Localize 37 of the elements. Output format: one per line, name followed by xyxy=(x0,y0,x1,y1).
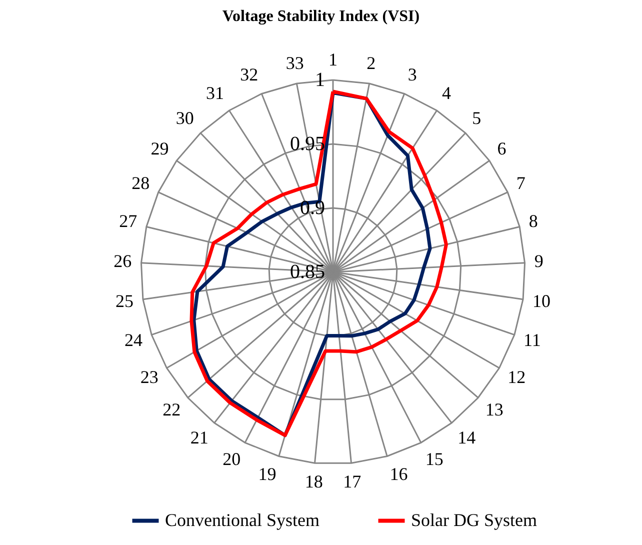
spoke-label: 27 xyxy=(119,211,138,232)
spoke-label: 28 xyxy=(132,173,150,194)
spoke-label: 20 xyxy=(222,449,241,470)
spoke-label: 12 xyxy=(508,366,526,387)
spoke-label: 22 xyxy=(162,400,181,420)
chart-title: Voltage Stability Index (VSI) xyxy=(222,8,420,25)
spoke-label: 2 xyxy=(366,53,376,74)
spoke-label: 23 xyxy=(140,366,158,387)
y-tick-label: 0.9 xyxy=(300,197,325,219)
spoke-label: 16 xyxy=(390,464,408,484)
spoke-label: 8 xyxy=(528,211,538,232)
spoke-label: 19 xyxy=(258,464,276,484)
spoke-label: 21 xyxy=(190,427,208,448)
spoke-label: 10 xyxy=(532,291,551,312)
spoke-label: 33 xyxy=(286,53,304,74)
spoke-label: 5 xyxy=(472,108,482,128)
y-tick-label: 0.85 xyxy=(290,261,325,283)
spoke-label: 25 xyxy=(115,291,134,312)
spoke-label: 17 xyxy=(343,472,362,492)
spoke-label: 15 xyxy=(425,449,444,470)
spoke-label: 30 xyxy=(176,108,194,128)
spoke-label: 32 xyxy=(240,64,258,85)
legend-label: Solar DG System xyxy=(411,510,537,530)
spoke-label: 4 xyxy=(442,82,451,103)
spoke-label: 11 xyxy=(524,330,541,350)
spoke-label: 24 xyxy=(124,330,142,350)
spoke-label: 26 xyxy=(114,250,132,271)
spoke-label: 6 xyxy=(497,138,506,158)
spoke-label: 18 xyxy=(304,472,323,492)
spoke-label: 14 xyxy=(458,427,476,448)
spoke-label: 3 xyxy=(408,64,417,85)
spoke-label: 9 xyxy=(534,250,544,271)
spoke-label: 29 xyxy=(150,138,169,158)
spoke-label: 31 xyxy=(206,82,224,103)
spoke-label: 13 xyxy=(485,400,504,420)
spoke-label: 7 xyxy=(516,173,526,194)
legend-label: Conventional System xyxy=(165,510,320,530)
